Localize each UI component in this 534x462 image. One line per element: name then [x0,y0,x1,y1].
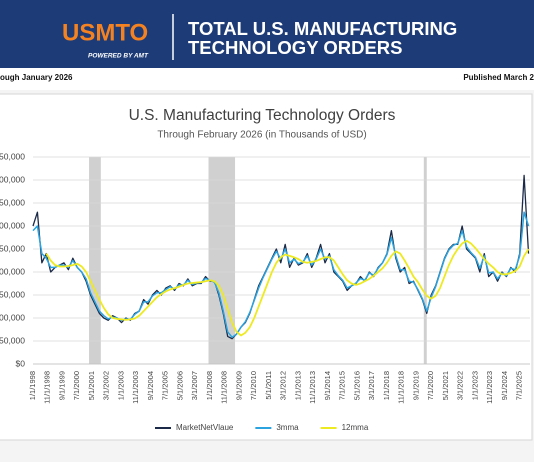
x-tick-label: 7/1/2005 [161,371,170,400]
plot-area: $0 $50,000 $100,000 $150,000 $200,000 $250,00… [0,151,530,432]
y-tick-label: $100,000 [0,312,25,322]
x-tick-label: 7/1/2020 [426,371,435,400]
y-tick-label: $350,000 [0,197,25,207]
x-tick-label: 11/1/2013 [308,371,317,404]
x-tick-label: 9/1/2014 [323,371,332,400]
x-tick-label: 5/1/2001 [87,371,96,400]
x-tick-label: 7/1/2025 [515,371,524,400]
x-tick-label: 7/1/2010 [249,371,258,400]
series-line [32,211,530,339]
x-tick-label: 7/1/2015 [338,371,347,400]
x-tick-label: 3/1/2022 [456,371,465,400]
chart-card [0,93,533,441]
header-title-line: TOTAL U.S. MANUFACTURING [188,18,457,39]
x-tick-label: 5/1/2006 [175,371,184,400]
y-tick-label: $400,000 [0,174,25,184]
x-tick-label: 11/1/2008 [220,371,229,404]
x-tick-label: 9/1/1999 [57,371,66,400]
x-tick-label: 11/1/1998 [43,371,52,404]
x-tick-label: 9/1/2019 [411,371,420,400]
x-tick-label: 5/1/2021 [441,371,450,400]
legend-label: MarketNetVlaue [176,423,234,432]
chart-title: U.S. Manufacturing Technology Orders [129,107,396,124]
subheader-right: Published March 2 [463,73,534,82]
x-tick-label: 1/1/1998 [28,371,37,400]
y-tick-label: $250,000 [0,243,25,253]
x-tick-label: 7/1/2000 [72,371,81,400]
x-tick-label: 1/1/2003 [116,371,125,400]
x-tick-label: 1/1/2018 [382,371,391,400]
subheader-left: ough January 2026 [0,73,73,82]
subheader-band [0,68,534,90]
x-tick-label: 9/1/2009 [234,371,243,400]
recession-band [208,157,236,364]
x-tick-label: 5/1/2011 [264,371,273,400]
x-tick-label: 11/1/2023 [485,371,494,404]
header-title-line: TECHNOLOGY ORDERS [188,37,402,58]
y-tick-label: $200,000 [0,266,25,276]
x-tick-label: 3/1/2007 [190,371,199,400]
logo-tagline: POWERED BY AMT [88,53,149,60]
x-tick-label: 3/1/2017 [367,371,376,400]
x-tick-label: 3/1/2012 [279,371,288,400]
x-tick-label: 9/1/2024 [500,371,509,400]
x-tick-label: 1/1/2013 [293,371,302,400]
logo: USMTO [62,19,148,46]
legend-label: 3mma [276,423,299,432]
recession-band [89,157,101,364]
y-tick-label: $450,000 [0,151,25,161]
y-tick-label: $300,000 [0,220,25,230]
chart-subtitle: Through February 2026 (in Thousands of U… [157,130,366,141]
recession-band [423,157,427,364]
y-tick-label: $150,000 [0,289,25,299]
x-tick-label: 1/1/2008 [205,371,214,400]
series-line [45,239,530,337]
x-tick-label: 11/1/2003 [131,371,140,404]
y-tick-label: $0 [16,358,26,368]
legend-label: 12mma [342,423,369,432]
header-band [0,0,534,68]
x-tick-label: 9/1/2004 [146,371,155,400]
x-tick-label: 5/1/2016 [352,371,361,400]
x-tick-label: 1/1/2023 [470,371,479,400]
x-tick-label: 3/1/2002 [102,371,111,400]
y-tick-label: $50,000 [0,335,25,345]
x-tick-label: 11/1/2018 [397,371,406,404]
